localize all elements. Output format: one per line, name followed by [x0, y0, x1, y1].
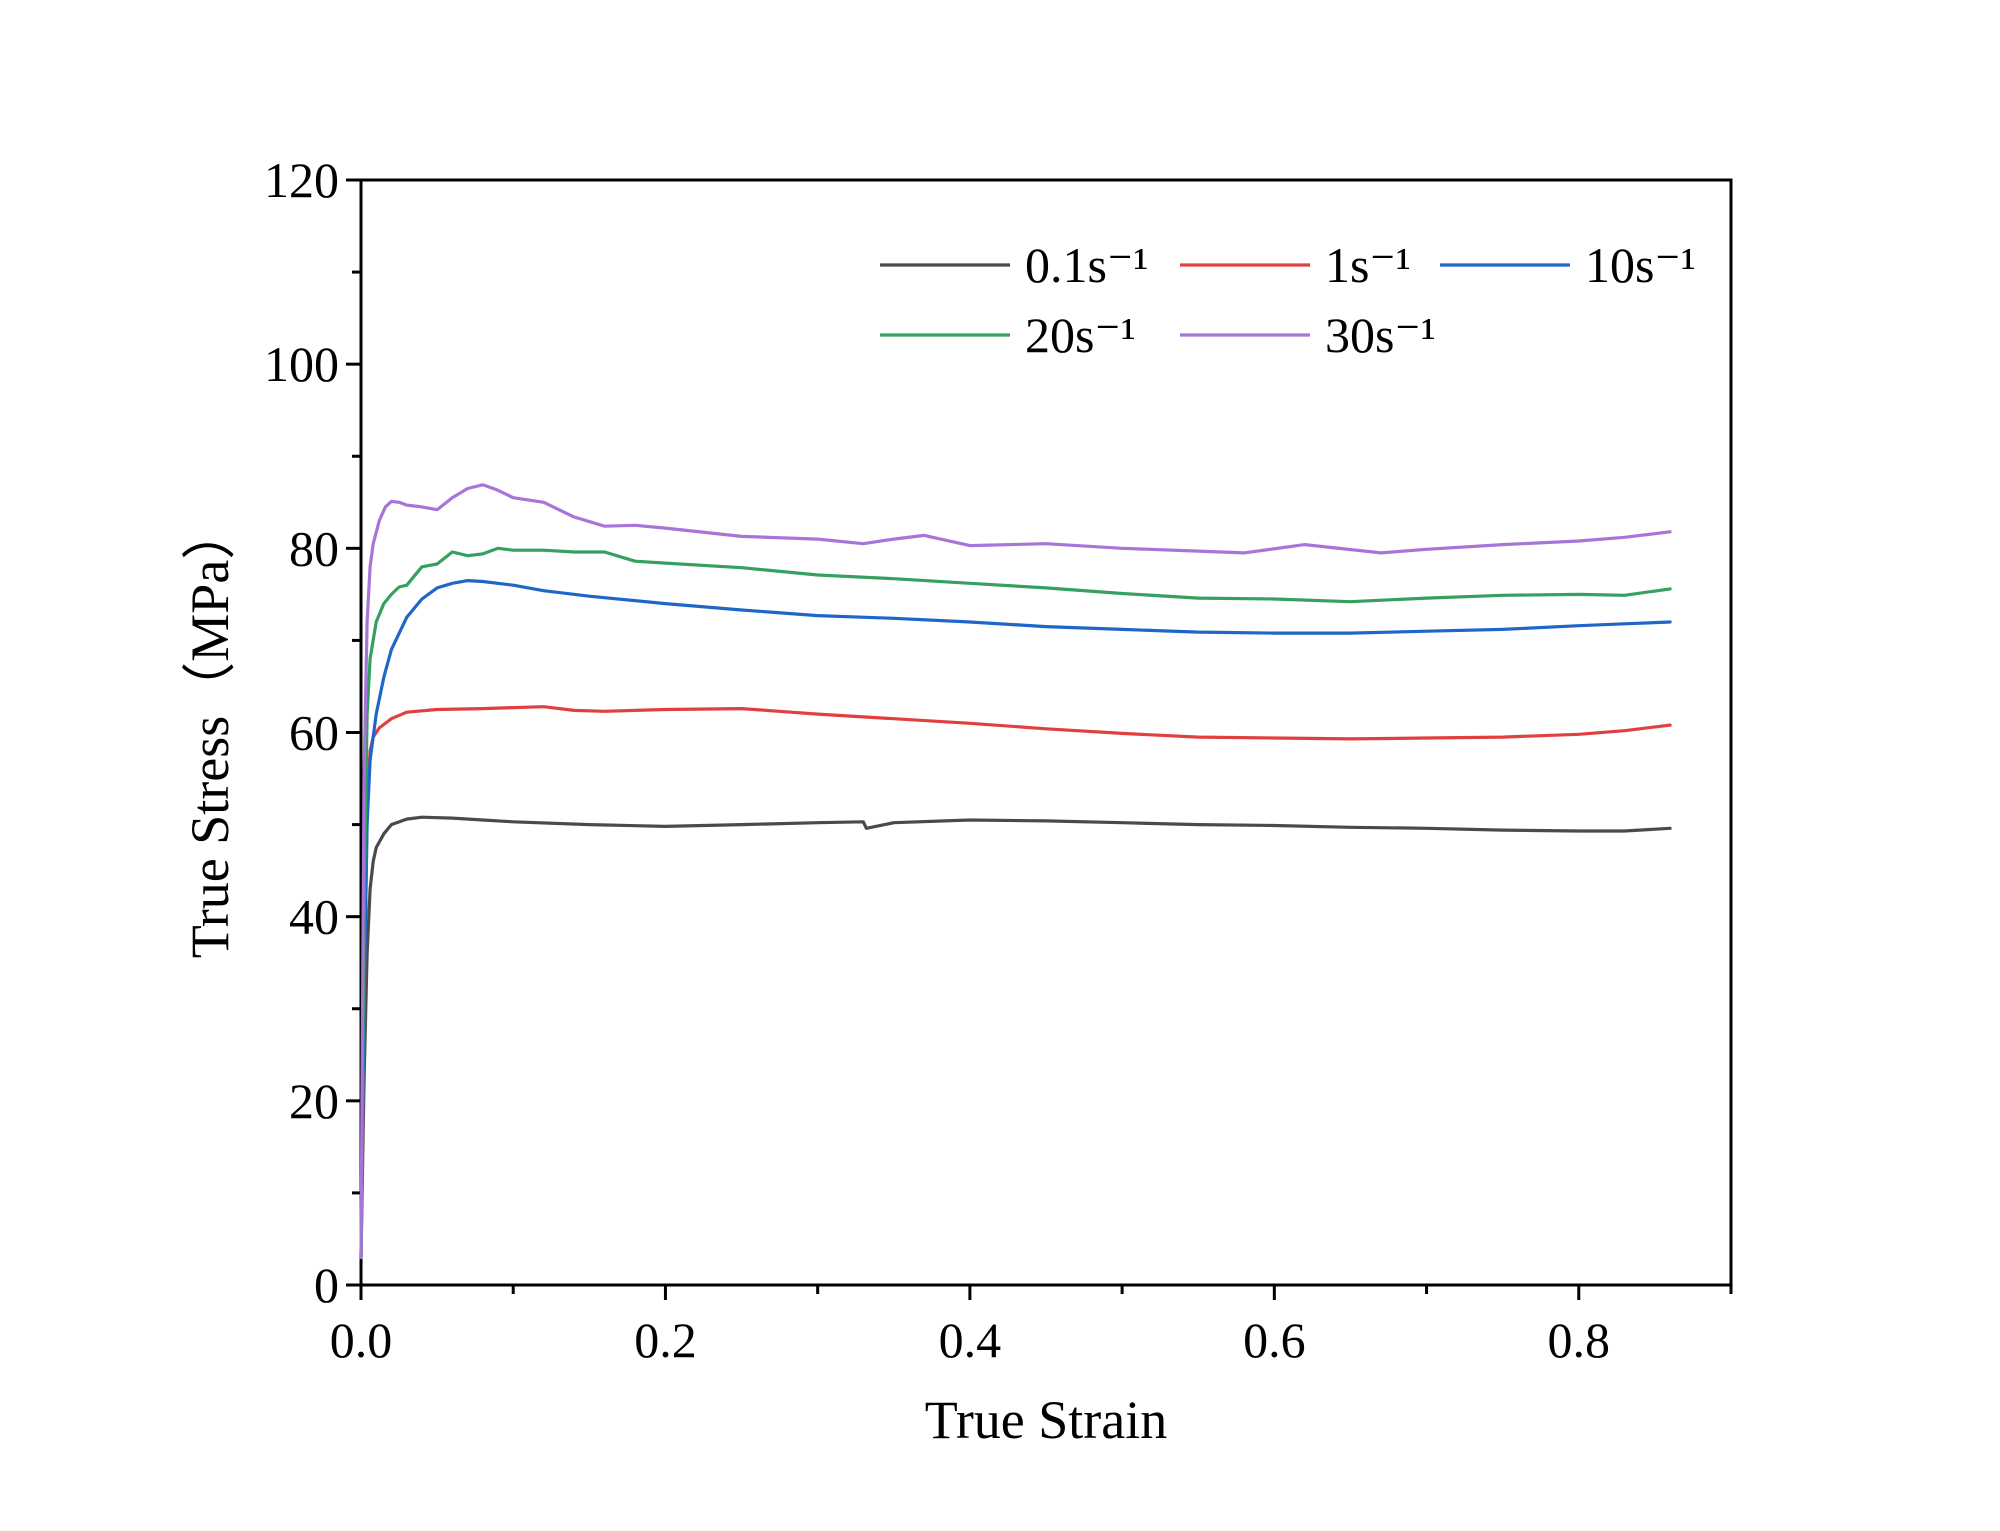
y-tick-label: 60 — [289, 705, 339, 761]
y-tick-label: 0 — [314, 1257, 339, 1313]
series-line-0 — [359, 815, 1672, 1259]
legend-label-2: 10s⁻¹ — [1585, 237, 1696, 293]
y-axis-title: True Stress（MPa） — [180, 506, 240, 959]
series-lines — [359, 483, 1672, 1259]
series-line-3 — [359, 546, 1672, 1259]
legend-label-0: 0.1s⁻¹ — [1025, 237, 1148, 293]
series-line-4 — [359, 483, 1672, 1259]
x-axis: 0.0 0.2 0.4 0.6 0.8 — [330, 1285, 1733, 1368]
series-line-2 — [359, 579, 1672, 1259]
x-tick-label: 0.4 — [939, 1312, 1002, 1368]
y-tick-label: 80 — [289, 520, 339, 576]
x-tick-label: 0.0 — [330, 1312, 393, 1368]
y-tick-label: 100 — [264, 336, 339, 392]
y-tick-label: 40 — [289, 889, 339, 945]
legend-label-4: 30s⁻¹ — [1325, 307, 1436, 363]
x-tick-label: 0.2 — [634, 1312, 697, 1368]
legend: 0.1s⁻¹ 1s⁻¹ 10s⁻¹ 20s⁻¹ 30s⁻¹ — [880, 237, 1696, 363]
legend-label-1: 1s⁻¹ — [1325, 237, 1411, 293]
series-line-1 — [359, 705, 1672, 1259]
y-tick-label: 120 — [264, 152, 339, 208]
x-axis-title: True Strain — [925, 1390, 1168, 1450]
legend-label-3: 20s⁻¹ — [1025, 307, 1136, 363]
y-tick-label: 20 — [289, 1073, 339, 1129]
x-tick-label: 0.6 — [1243, 1312, 1306, 1368]
y-axis: 0 20 40 60 80 100 120 — [264, 152, 361, 1313]
x-tick-label: 0.8 — [1548, 1312, 1611, 1368]
